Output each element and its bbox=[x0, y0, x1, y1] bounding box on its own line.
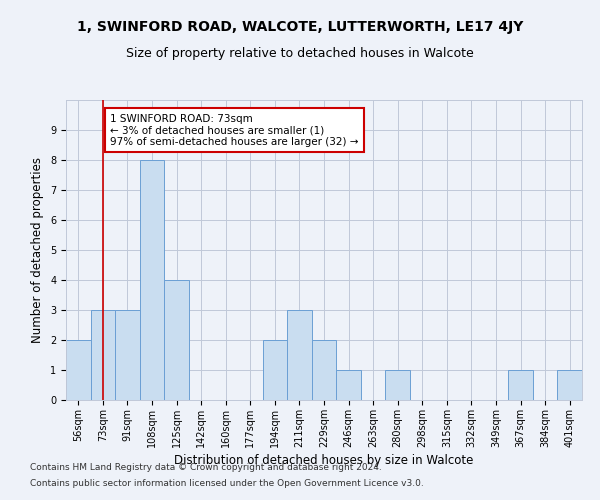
Bar bbox=[557, 370, 582, 400]
Y-axis label: Number of detached properties: Number of detached properties bbox=[31, 157, 44, 343]
Bar bbox=[287, 310, 312, 400]
Bar bbox=[385, 370, 410, 400]
Bar bbox=[263, 340, 287, 400]
Text: Contains HM Land Registry data © Crown copyright and database right 2024.: Contains HM Land Registry data © Crown c… bbox=[30, 464, 382, 472]
Text: 1 SWINFORD ROAD: 73sqm
← 3% of detached houses are smaller (1)
97% of semi-detac: 1 SWINFORD ROAD: 73sqm ← 3% of detached … bbox=[110, 114, 359, 146]
Bar bbox=[336, 370, 361, 400]
Text: 1, SWINFORD ROAD, WALCOTE, LUTTERWORTH, LE17 4JY: 1, SWINFORD ROAD, WALCOTE, LUTTERWORTH, … bbox=[77, 20, 523, 34]
Bar bbox=[140, 160, 164, 400]
Bar bbox=[312, 340, 336, 400]
Text: Contains public sector information licensed under the Open Government Licence v3: Contains public sector information licen… bbox=[30, 478, 424, 488]
Bar bbox=[164, 280, 189, 400]
X-axis label: Distribution of detached houses by size in Walcote: Distribution of detached houses by size … bbox=[175, 454, 473, 467]
Bar bbox=[91, 310, 115, 400]
Bar bbox=[115, 310, 140, 400]
Bar bbox=[66, 340, 91, 400]
Bar bbox=[508, 370, 533, 400]
Text: Size of property relative to detached houses in Walcote: Size of property relative to detached ho… bbox=[126, 48, 474, 60]
